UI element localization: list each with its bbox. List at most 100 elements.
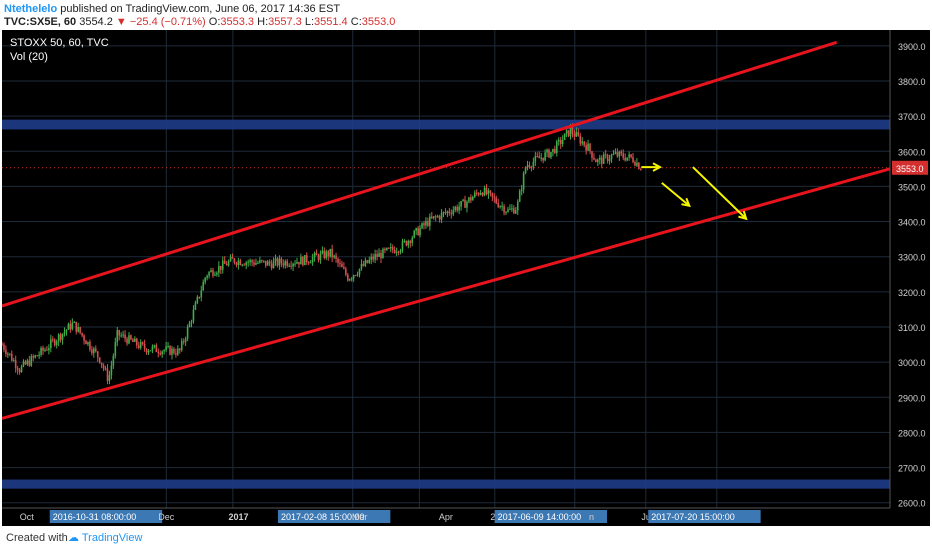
candle-body xyxy=(352,275,355,279)
zone-band xyxy=(2,119,890,130)
candle-body xyxy=(139,342,142,348)
tradingview-logo[interactable]: ☁ TradingView xyxy=(68,531,142,544)
channel-lower-line xyxy=(1,167,891,420)
candle-body xyxy=(20,366,23,372)
candle-body xyxy=(184,338,187,342)
price-axis[interactable]: 3900.0 3800.0 3700.0 3600.0 3500.0 3400.0 3300… xyxy=(889,30,926,509)
candle-body xyxy=(620,151,623,154)
candle-body xyxy=(636,162,638,166)
candle-body xyxy=(569,127,572,137)
candle-body xyxy=(220,265,222,270)
candle-body xyxy=(69,323,72,330)
candle-body xyxy=(186,327,189,339)
candle-body xyxy=(550,152,552,158)
candle-body xyxy=(516,201,519,211)
change-arrow-icon: ▼ xyxy=(115,16,127,28)
candle-body xyxy=(157,352,160,354)
candle-body xyxy=(362,264,365,266)
candle-body xyxy=(36,355,38,357)
candle-body xyxy=(307,262,310,264)
candle-body xyxy=(405,240,408,246)
candle-body xyxy=(253,262,255,265)
candle-body xyxy=(116,330,119,343)
candle-body xyxy=(595,159,597,163)
candle-body xyxy=(489,190,492,193)
candle-body xyxy=(71,322,74,330)
candle-body xyxy=(165,346,167,351)
candle-body xyxy=(638,162,640,169)
candle-body xyxy=(350,278,353,280)
candle-body xyxy=(341,263,343,268)
candle-body xyxy=(446,211,449,213)
candle-body xyxy=(466,201,468,208)
candle-body xyxy=(73,321,76,323)
x-tick-label: 2017-06-09 14:00:00 xyxy=(498,512,582,522)
candle-body xyxy=(421,223,423,229)
candle-body xyxy=(448,211,451,214)
candle-body xyxy=(468,197,470,202)
candle-body xyxy=(440,212,443,220)
candle-body xyxy=(335,255,337,259)
last-price-line: 3553.0 xyxy=(2,160,928,175)
channel-upper-line xyxy=(1,40,838,308)
candle-body xyxy=(145,348,148,353)
candle-body xyxy=(28,360,31,366)
candle-body xyxy=(51,339,54,341)
candle-body xyxy=(583,141,585,146)
candle-body xyxy=(399,250,402,253)
candle-body xyxy=(202,282,205,291)
candle-body xyxy=(5,349,7,355)
candle-body xyxy=(46,349,48,351)
chart-area[interactable]: 3553.0 3900.0 3800.0 3700.0 3600.0 3500.0 340… xyxy=(1,30,930,526)
candle-body xyxy=(460,201,462,207)
candle-body xyxy=(14,360,17,368)
y-tick-label: 3700.0 xyxy=(898,112,926,122)
candle-body xyxy=(98,357,101,363)
candle-body xyxy=(513,208,515,214)
candle-body xyxy=(368,259,371,263)
candle-body xyxy=(235,262,238,265)
projection-arrow-shaft xyxy=(661,182,690,207)
candle-body xyxy=(382,248,384,259)
candle-body xyxy=(16,367,19,370)
candle-body xyxy=(223,260,226,264)
cloud-icon: ☁ xyxy=(68,532,79,544)
candle-body xyxy=(413,230,416,238)
price-chart[interactable]: 3553.0 3900.0 3800.0 3700.0 3600.0 3500.0 340… xyxy=(1,30,930,526)
candle-body xyxy=(44,349,46,351)
candle-body xyxy=(112,355,115,366)
candle-body xyxy=(624,157,626,161)
candle-body xyxy=(42,347,44,351)
candle-body xyxy=(300,256,302,265)
legend-volume: Vol (20) xyxy=(10,51,48,63)
candle-body xyxy=(178,348,181,351)
candle-body xyxy=(304,255,306,266)
candle-body xyxy=(104,368,107,370)
candle-body xyxy=(444,212,447,214)
published-text: published on TradingView.com, June 06, 2… xyxy=(60,3,341,15)
candle-body xyxy=(608,159,611,162)
x-tick-label: 2 xyxy=(490,512,495,522)
candle-body xyxy=(57,334,60,342)
time-axis[interactable]: Oct 2016-10-31 08:00:00 Dec 2017 2017-02-08 … xyxy=(2,507,890,523)
candle-body xyxy=(251,260,253,263)
candle-body xyxy=(389,247,392,249)
candle-body xyxy=(298,261,300,265)
candle-body xyxy=(134,338,136,342)
x-tick-label: 2016-10-31 08:00:00 xyxy=(53,512,137,522)
candle-body xyxy=(128,335,130,344)
candle-body xyxy=(470,197,472,201)
candle-body xyxy=(151,346,154,351)
candle-body xyxy=(32,356,35,358)
candle-body xyxy=(288,265,290,267)
candle-body xyxy=(241,264,244,266)
candle-body xyxy=(423,223,425,226)
candle-body xyxy=(93,348,95,354)
candle-body xyxy=(346,274,349,281)
candle-body xyxy=(630,154,632,158)
candle-body xyxy=(509,208,511,210)
author-link[interactable]: Ntethelelo xyxy=(4,3,58,15)
candle-body xyxy=(395,251,398,253)
candle-body xyxy=(575,132,578,137)
candle-body xyxy=(581,141,584,144)
